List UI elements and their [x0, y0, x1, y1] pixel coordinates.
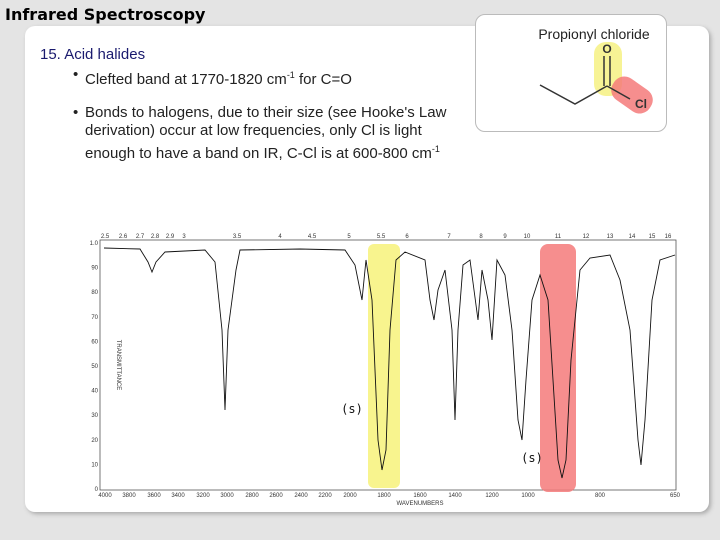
y-tick-label: 50 [91, 364, 98, 370]
top-tick-label: 9 [503, 234, 507, 240]
atom-label: Cl [635, 97, 647, 111]
bottom-tick-label: 1600 [413, 493, 427, 499]
bullet-text: for C=O [294, 71, 352, 88]
bottom-tick-label: 3800 [122, 493, 136, 499]
y-tick-label: 0 [95, 487, 99, 493]
bottom-tick-label: 1200 [485, 493, 499, 499]
annotation: (s) [521, 451, 543, 465]
spectrum-frame [99, 239, 677, 491]
inset-title: Propionyl chloride [538, 26, 649, 42]
top-tick-label: 10 [524, 234, 531, 240]
top-tick-label: 15 [649, 234, 656, 240]
top-tick-label: 3 [182, 234, 186, 240]
highlight-band [368, 244, 400, 488]
spectrum-trace [103, 247, 676, 479]
bottom-tick-label: 3000 [220, 493, 234, 499]
bottom-tick-label: 3400 [171, 493, 185, 499]
bottom-tick-label: 2400 [294, 493, 308, 499]
top-tick-label: 8 [479, 234, 483, 240]
y-tick-label: 60 [91, 339, 98, 345]
top-tick-label: 12 [583, 234, 590, 240]
top-tick-label: 3.5 [233, 234, 242, 240]
top-tick-label: 6 [405, 234, 409, 240]
top-tick-label: 11 [555, 234, 562, 240]
bullet: Clefted band at 1770-1820 cm-1 for C=O [73, 66, 485, 89]
bottom-tick-label: 3600 [147, 493, 161, 499]
section-heading: 15. Acid halides [40, 46, 146, 63]
bottom-tick-label: 4000 [98, 493, 112, 499]
bottom-tick-label: 650 [670, 493, 681, 499]
top-tick-label: 14 [629, 234, 636, 240]
top-tick-label: 13 [607, 234, 614, 240]
y-tick-label: 80 [91, 290, 98, 296]
top-tick-label: 4 [278, 234, 282, 240]
bottom-tick-label: 2800 [245, 493, 259, 499]
bottom-tick-label: 1800 [377, 493, 391, 499]
atom-label: O [602, 42, 611, 56]
slide-title: Infrared Spectroscopy [5, 5, 206, 24]
top-tick-label: 2.9 [166, 234, 175, 240]
tick-labels: 2.5 2.6 2.7 2.8 2.9 3 3.5 4 4.5 5 5.5 6 7 8 9 10 11 12 13 1… [90, 234, 681, 499]
bullet: Bonds to halogens, due to their size (se… [73, 104, 460, 163]
top-tick-label: 4.5 [308, 234, 317, 240]
bottom-tick-label: 2600 [269, 493, 283, 499]
bullet-text: Clefted band at 1770-1820 cm [85, 71, 287, 88]
y-tick-label: 1.0 [90, 241, 99, 247]
bottom-tick-label: 2000 [343, 493, 357, 499]
y-tick-label: 70 [91, 315, 98, 321]
top-tick-label: 2.8 [151, 234, 160, 240]
top-tick-label: 2.5 [101, 234, 110, 240]
bottom-tick-label: 1000 [521, 493, 535, 499]
top-tick-label: 5.5 [377, 234, 386, 240]
bullet-text: Bonds to halogens, due to their size (se… [85, 104, 447, 162]
bottom-tick-label: 2200 [318, 493, 332, 499]
superscript: -1 [431, 144, 440, 154]
bond [539, 84, 608, 105]
top-tick-label: 7 [447, 234, 451, 240]
bottom-tick-label: 800 [595, 493, 606, 499]
annotation: (s) [341, 402, 363, 416]
y-tick-label: 20 [91, 438, 98, 444]
bond [606, 85, 631, 100]
y-tick-label: 90 [91, 266, 98, 272]
top-tick-label: 2.6 [119, 234, 128, 240]
highlight-band [540, 244, 576, 492]
highlight-ccl [611, 76, 653, 114]
bottom-tick-label: 3200 [196, 493, 210, 499]
axis-title: WAVENUMBERS [396, 501, 443, 507]
top-tick-label: 16 [665, 234, 672, 240]
y-tick-label: 40 [91, 389, 98, 395]
bottom-tick-label: 1400 [448, 493, 462, 499]
top-tick-label: 5 [347, 234, 351, 240]
superscript: -1 [286, 70, 295, 80]
y-tick-label: 30 [91, 413, 98, 419]
top-tick-label: 2.7 [136, 234, 145, 240]
y-tick-label: 10 [91, 462, 98, 468]
axis-title: TRANSMITTANCE [115, 340, 121, 391]
